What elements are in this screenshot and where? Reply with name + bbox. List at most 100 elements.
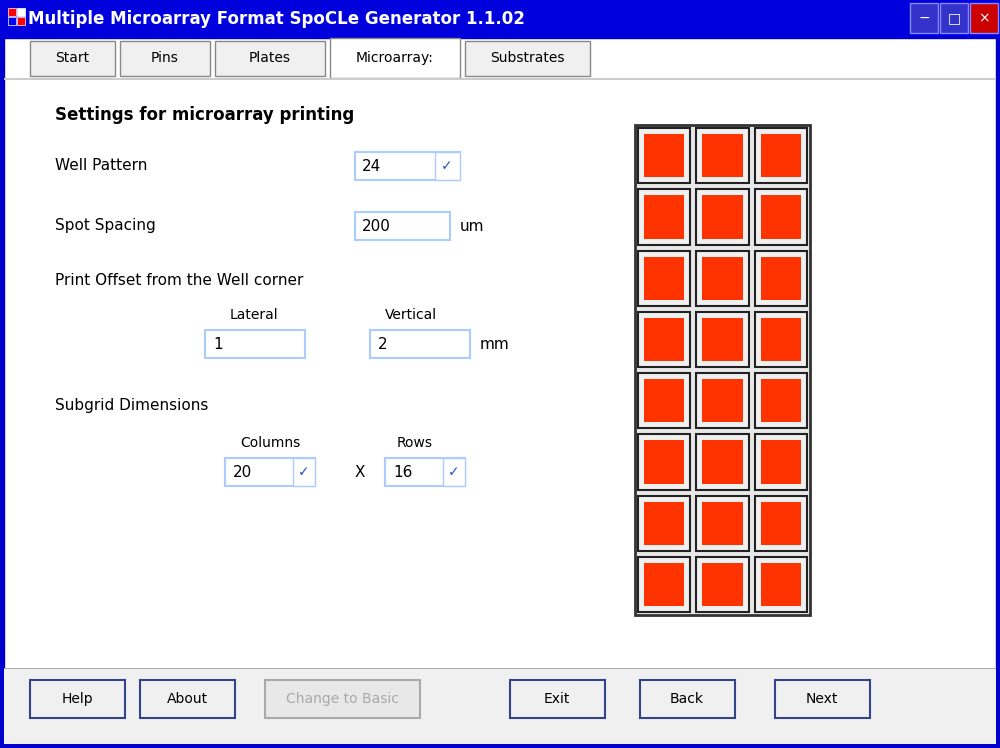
Bar [761,134,801,177]
Text: Microarray:: Microarray: [356,51,434,65]
Bar [940,3,968,33]
Bar [702,134,743,177]
Bar [696,557,749,612]
Bar [761,195,801,239]
Text: Lateral: Lateral [230,308,279,322]
Bar [640,680,735,718]
Text: ×: × [978,11,990,25]
Bar [644,318,684,361]
Text: Change to Basic: Change to Basic [286,692,398,706]
Bar [638,373,690,429]
Bar [696,435,749,489]
Bar [370,330,470,358]
Bar [17,8,25,16]
Text: Help: Help [61,692,93,706]
Bar [696,128,749,183]
Bar [702,195,743,239]
Text: Next: Next [806,692,838,706]
Text: ✓: ✓ [441,159,453,173]
Bar [265,680,420,718]
Bar [755,495,807,551]
Bar [30,41,115,76]
Bar [330,38,460,78]
Text: Plates: Plates [249,51,291,65]
Bar [696,251,749,306]
Bar [0,744,1000,748]
Bar [755,128,807,183]
Bar [755,251,807,306]
Bar [761,257,801,300]
Bar [465,41,590,76]
Bar [755,312,807,367]
Text: About: About [166,692,208,706]
Text: Settings for microarray printing: Settings for microarray printing [55,106,354,124]
Text: Substrates: Substrates [490,51,564,65]
Bar [4,78,996,80]
Text: ✓: ✓ [298,465,310,479]
Text: Multiple Microarray Format SpoCLe Generator 1.1.02: Multiple Microarray Format SpoCLe Genera… [28,10,525,28]
Text: Print Offset from the Well corner: Print Offset from the Well corner [55,272,303,287]
Text: 16: 16 [393,465,412,479]
Bar [215,41,325,76]
Bar [510,680,605,718]
Bar [644,195,684,239]
Text: Exit: Exit [544,692,570,706]
Bar [970,3,998,33]
Text: □: □ [947,11,961,25]
Bar [225,458,315,486]
Bar [638,557,690,612]
Bar [638,128,690,183]
Text: um: um [460,218,484,233]
Bar [17,17,25,25]
Bar [638,435,690,489]
Text: Back: Back [670,692,704,706]
Bar [0,0,1000,38]
Bar [4,668,996,669]
Text: Columns: Columns [240,436,300,450]
Bar [8,8,16,16]
Bar [8,17,16,25]
Bar [644,257,684,300]
Bar [205,330,305,358]
Text: Rows: Rows [397,436,433,450]
Text: 20: 20 [233,465,252,479]
Bar [761,318,801,361]
Bar [761,501,801,545]
Bar [696,373,749,429]
Bar [755,557,807,612]
Bar [755,189,807,245]
Bar [996,38,1000,748]
Bar [0,38,4,748]
Text: 200: 200 [362,218,391,233]
Text: 2: 2 [378,337,388,352]
Bar [696,495,749,551]
Bar [644,379,684,423]
Bar [644,441,684,483]
Text: mm: mm [480,337,510,352]
Text: Well Pattern: Well Pattern [55,158,147,173]
Bar [702,318,743,361]
Bar [761,441,801,483]
Bar [644,562,684,606]
Bar [702,257,743,300]
Text: Pins: Pins [151,51,179,65]
Bar [910,3,938,33]
Text: Subgrid Dimensions: Subgrid Dimensions [55,397,208,412]
Bar [761,379,801,423]
Bar [638,495,690,551]
Bar [30,680,125,718]
Bar [696,312,749,367]
Text: X: X [355,465,365,479]
Bar [140,680,235,718]
Bar [775,680,870,718]
Bar [644,134,684,177]
Bar [702,501,743,545]
Bar [355,152,460,180]
Bar [644,501,684,545]
Text: Start: Start [55,51,89,65]
Bar [120,41,210,76]
Bar [702,379,743,423]
Bar [385,458,465,486]
Bar [702,441,743,483]
Text: 24: 24 [362,159,381,174]
